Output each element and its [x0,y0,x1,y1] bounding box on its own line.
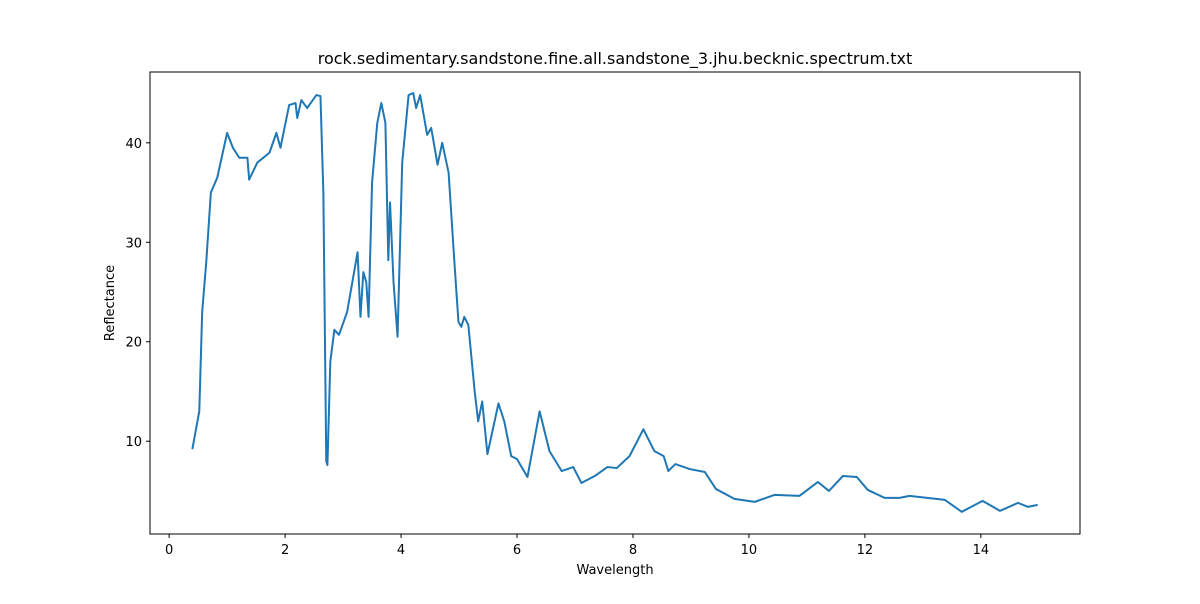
x-tick-label: 10 [741,543,758,558]
x-tick-label: 6 [513,543,521,558]
y-tick-label: 20 [125,336,142,351]
y-tick-label: 40 [125,137,142,152]
x-tick-label: 14 [973,543,990,558]
y-tick-label: 30 [125,236,142,251]
chart-title: rock.sedimentary.sandstone.fine.all.sand… [318,49,913,69]
y-axis-label: Reflectance [103,265,118,341]
x-tick-label: 4 [397,543,405,558]
x-tick-label: 0 [165,543,173,558]
axes-frame [149,71,1081,535]
x-tick-label: 8 [629,543,637,558]
y-tick-label: 10 [125,435,142,450]
x-tick-label: 12 [857,543,874,558]
x-tick-label: 2 [281,543,289,558]
line-series [191,92,1038,513]
x-axis-label: Wavelength [576,563,653,578]
